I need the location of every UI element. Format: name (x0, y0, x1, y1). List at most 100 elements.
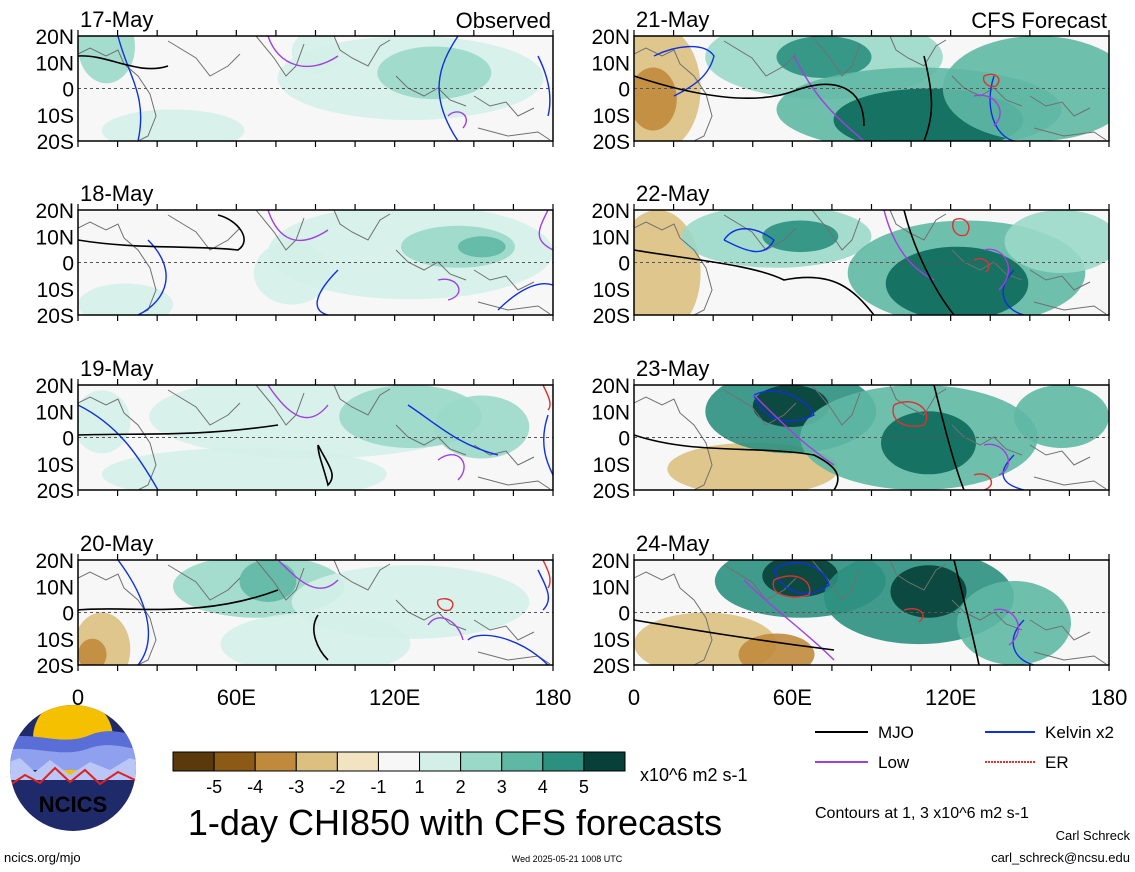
colorbar-tick-label: 4 (538, 777, 548, 797)
latitude-label: 20N (35, 26, 74, 49)
colorbar-tick-label: 2 (456, 777, 466, 797)
map-panel: 21-May (633, 7, 1110, 147)
panel-date-label: 24-May (636, 531, 709, 556)
latitude-label: 10N (591, 576, 630, 599)
contours-note: Contours at 1, 3 x10^6 m2 s-1 (815, 805, 1029, 822)
panel-date-label: 19-May (80, 356, 153, 381)
latitude-label: 20S (593, 655, 630, 678)
colorbar-tick-label: 1 (415, 777, 425, 797)
colorbar-swatch (460, 751, 503, 772)
colorbar-tick-label: -1 (370, 777, 386, 797)
latitude-label: 10N (591, 401, 630, 424)
er-legend-label: ER (1045, 753, 1069, 772)
latitude-label: 10S (37, 629, 74, 652)
panel-date-label: 21-May (636, 7, 709, 32)
latitude-label: 0 (618, 428, 630, 451)
contours (634, 45, 1015, 141)
contours (78, 560, 551, 665)
latitude-label: 0 (618, 253, 630, 276)
observed-label: Observed (456, 8, 551, 33)
latitude-label: 0 (618, 603, 630, 626)
longitude-label: 120E (369, 685, 420, 710)
latitude-label: 20S (37, 480, 74, 503)
ncics-logo: NCICS (10, 705, 136, 831)
colorbar-tick-label: 3 (497, 777, 507, 797)
latitude-label: 10S (37, 454, 74, 477)
latitude-label: 10S (37, 279, 74, 302)
latitude-label: 0 (618, 79, 630, 102)
colorbar-swatch (254, 751, 297, 772)
longitude-label: 60E (217, 685, 256, 710)
latitude-label: 10N (35, 401, 74, 424)
longitude-label: 120E (925, 685, 976, 710)
latitude-label: 10S (593, 629, 630, 652)
latitude-label: 10N (35, 226, 74, 249)
panel-date-label: 20-May (80, 531, 153, 556)
colorbar-tick-label: -4 (247, 777, 263, 797)
colorbar-swatch (295, 751, 338, 772)
colorbar-tick-label: -2 (329, 777, 345, 797)
coastlines (78, 210, 551, 315)
latitude-label: 0 (62, 603, 74, 626)
longitude-label: 60E (773, 685, 812, 710)
longitude-label: 0 (72, 685, 84, 710)
coastlines (78, 560, 551, 665)
contours (78, 36, 551, 141)
map-panel: 20-May (77, 531, 554, 671)
latitude-label: 20N (35, 200, 74, 223)
latitude-label: 10S (593, 454, 630, 477)
latitude-label: 20S (593, 480, 630, 503)
author-name: Carl Schreck (1056, 828, 1131, 843)
coastlines (634, 36, 1107, 141)
colorbar-swatch (172, 751, 215, 772)
colorbar-tick-label: -3 (288, 777, 304, 797)
latitude-label: 10N (591, 226, 630, 249)
colorbar-unit: x10^6 m2 s-1 (640, 765, 748, 785)
contours (78, 385, 553, 490)
panel-date-label: 23-May (636, 356, 709, 381)
coastlines (78, 385, 551, 490)
latitude-label: 10S (593, 279, 630, 302)
colorbar-swatch (583, 751, 626, 772)
author-email: carl_schreck@ncsu.edu (991, 850, 1130, 865)
latitude-label: 0 (62, 428, 74, 451)
contours (634, 210, 1025, 315)
contours (634, 385, 1025, 490)
latitude-label: 20N (35, 550, 74, 573)
latitude-label: 20N (591, 550, 630, 573)
coastlines (634, 385, 1107, 490)
website-link: ncics.org/mjo (4, 850, 81, 865)
map-panel: 23-May (633, 356, 1110, 496)
latitude-label: 20N (591, 200, 630, 223)
longitude-label: 180 (1091, 685, 1128, 710)
contours (634, 560, 1035, 665)
map-panel: 19-May (77, 356, 554, 496)
latitude-label: 10S (37, 105, 74, 128)
latitude-label: 20S (37, 655, 74, 678)
latitude-label: 20N (591, 26, 630, 49)
latitude-label: 20S (593, 131, 630, 154)
forecast-label: CFS Forecast (971, 8, 1107, 33)
mjo-legend-label: MJO (878, 723, 914, 742)
colorbar-tick-label: -5 (206, 777, 222, 797)
map-panel: 24-May (633, 531, 1110, 671)
latitude-label: 0 (62, 253, 74, 276)
map-panel: 22-May (633, 181, 1110, 321)
latitude-label: 0 (62, 79, 74, 102)
longitude-label: 0 (628, 685, 640, 710)
map-panel: 17-May (77, 7, 554, 147)
latitude-label: 20S (593, 305, 630, 328)
colorbar-swatch (542, 751, 585, 772)
coastlines (78, 36, 551, 141)
timestamp: Wed 2025-05-21 1008 UTC (512, 854, 623, 864)
contour-legend: MJO Kelvin x2 Low ER (815, 723, 1114, 772)
colorbar-swatch (501, 751, 544, 772)
panel-date-label: 18-May (80, 181, 153, 206)
latitude-label: 10N (35, 52, 74, 75)
map-panel: 18-May (77, 181, 554, 321)
logo-text: NCICS (39, 792, 107, 817)
coastlines (634, 210, 1107, 315)
kelvin-legend-label: Kelvin x2 (1045, 723, 1114, 742)
latitude-label: 20S (37, 131, 74, 154)
